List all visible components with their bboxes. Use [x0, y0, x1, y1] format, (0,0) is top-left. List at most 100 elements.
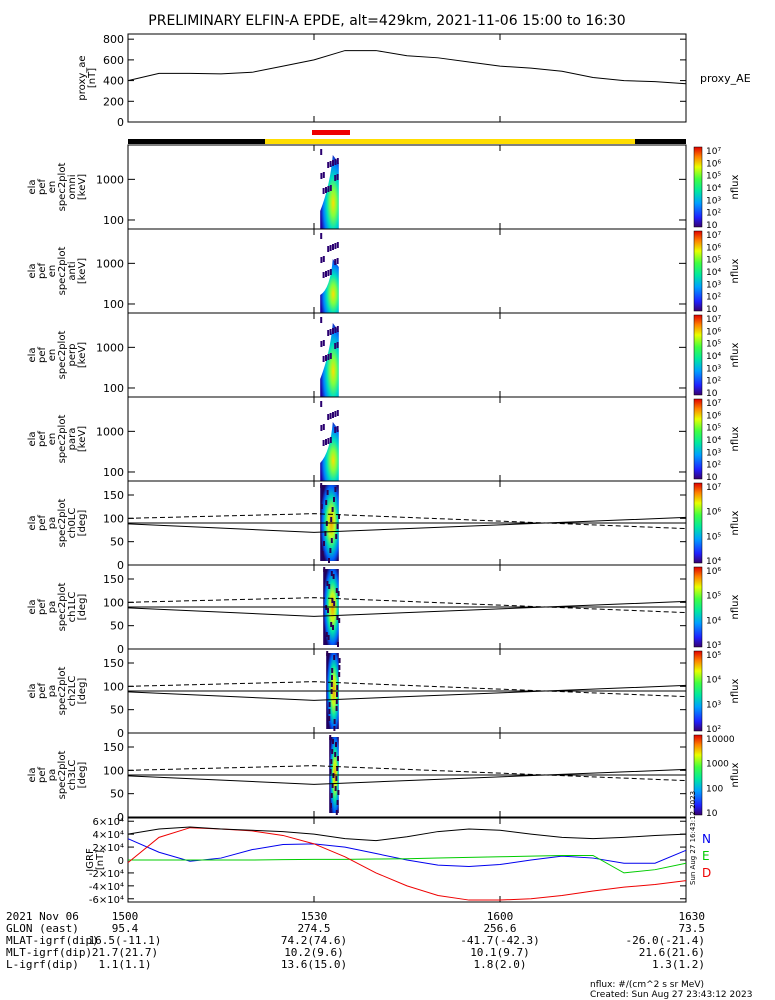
spectrogram-speckle [334, 427, 337, 433]
y-axis-label-line: [deg] [77, 678, 88, 705]
igrf-legend-E: E [702, 849, 710, 863]
pa-speckle [330, 571, 333, 576]
spectrogram-speckle [329, 185, 332, 191]
pa-speckle [333, 726, 336, 731]
colorbar-tick-label: 10⁵ [706, 532, 721, 542]
igrf-legend-D: D [702, 866, 711, 880]
spectrogram-speckle [334, 175, 337, 181]
y-axis-label-line: [nT] [95, 850, 106, 870]
energy-panel-1: 100 1000 ela pef en spec2plot anti [keV] 10 10² 10… [27, 228, 741, 315]
pa-speckle [331, 668, 334, 673]
loss-cone-line [127, 768, 687, 785]
pa-speckle [327, 635, 330, 640]
y-axis-label-line: para [67, 428, 78, 451]
colorbar-tick-label: 10² [706, 725, 721, 735]
y-axis-label-line: ela [27, 599, 38, 614]
colorbar-label: nflux [730, 258, 741, 283]
colorbar-tick-label: 10⁵ [706, 424, 721, 434]
pa-speckle [338, 672, 341, 677]
colorbar-tick-label: 10⁵ [706, 651, 721, 661]
y-tick-label: 0 [117, 116, 124, 129]
y-axis-label: ela pef pa spec2plot ch1LC [deg] [27, 583, 88, 632]
loss-cone-line [127, 765, 687, 782]
spectrogram-speckle [329, 437, 332, 443]
colorbar-tick-label: 10³ [706, 700, 721, 710]
y-tick-label: 800 [103, 33, 124, 46]
y-tick-label: -6×10⁴ [89, 895, 124, 906]
pa-speckle [324, 531, 327, 536]
igrf-panel: -6×10⁴ -4×10⁴ -2×10⁴ 0 2×10⁴ 4×10⁴ 6×10⁴ NED IGR… [85, 817, 711, 906]
pa-speckle [327, 608, 329, 613]
y-axis-label-line: ela [27, 347, 38, 362]
x-axis-value: 1500 [112, 910, 139, 923]
ae-legend: proxy_AE [700, 72, 751, 85]
y-axis-label-line: [nT] [87, 68, 98, 88]
y-axis-label-line: pef [37, 515, 48, 532]
pa-speckle [326, 581, 329, 586]
y-axis-label-line: pef [37, 599, 48, 616]
y-axis-label-line: perp [67, 344, 78, 367]
y-tick-label: 200 [103, 95, 124, 108]
spectrogram-speckle [336, 242, 339, 248]
spectrogram-speckle [327, 162, 330, 168]
pa-speckle [331, 507, 334, 512]
page-title: PRELIMINARY ELFIN-A EPDE, alt=429km, 202… [148, 13, 625, 29]
y-tick-label: 6×10⁴ [93, 817, 124, 828]
y-axis-label-line: ch3LC [67, 760, 78, 791]
spectrogram-speckle [322, 256, 325, 262]
colorbar-label: nflux [730, 426, 741, 451]
y-axis-label-line: pef [37, 347, 48, 364]
pa-speckle [335, 706, 338, 711]
colorbar-label: nflux [730, 678, 741, 703]
colorbar-tick-label: 10² [706, 461, 721, 471]
pa-panel-1: 0 50 100 150 ela pef pa spec2plot ch1LC [deg] 10³ 1… [27, 564, 741, 656]
spectrogram-speckle [325, 187, 327, 193]
y-tick-label: 100 [103, 466, 124, 479]
y-axis-label-line: ch1LC [67, 592, 78, 623]
pa-panel-0: 0 50 100 150 ela pef pa spec2plot ch0LC [deg] 10⁴ 1… [27, 480, 741, 572]
spectrogram-speckle [334, 243, 337, 249]
status-segment-red [312, 130, 350, 135]
spectrogram-speckle [322, 272, 325, 278]
x-axis-value: 95.4 [112, 922, 139, 935]
y-axis-label-line: spec2plot [57, 499, 68, 548]
y-axis-label: ela pef pa spec2plot ch3LC [deg] [27, 751, 88, 800]
y-axis-label-line: omni [67, 175, 78, 200]
pa-speckle [337, 756, 339, 761]
colorbar-tick-label: 10⁶ [706, 327, 721, 337]
pa-panel-3: 0 50 100 150 ela pef pa spec2plot ch3LC [deg] 10 10… [27, 732, 741, 824]
y-tick-label: 600 [103, 54, 124, 67]
y-tick-label: 50 [110, 704, 124, 717]
spectrogram-speckle [329, 269, 332, 275]
spectrogram-speckle [320, 173, 323, 179]
y-axis-label-line: anti [67, 261, 78, 280]
y-axis-label-line: ela [27, 263, 38, 278]
spectrogram-speckle [320, 401, 323, 407]
colorbar-tick-label: 10⁷ [706, 315, 721, 325]
spectrogram-burst [320, 323, 339, 397]
y-axis-label-line: [deg] [77, 510, 88, 537]
x-axis-value: 10.1(9.7) [470, 946, 530, 959]
energy-frame [127, 396, 687, 482]
colorbar-tick-label: 1000 [706, 760, 729, 770]
pa-speckle [335, 534, 338, 539]
status-segment-black [128, 139, 265, 144]
colorbar-label: nflux [730, 342, 741, 367]
spectrogram-speckle [336, 426, 339, 432]
pa-speckle [325, 500, 328, 505]
colorbar [693, 482, 703, 564]
spectrogram-speckle [320, 149, 323, 155]
colorbar-label: nflux [730, 510, 741, 535]
loss-cone-line [127, 516, 687, 533]
spectrogram-speckle [322, 188, 325, 194]
pa-speckle [338, 665, 341, 670]
pa-speckle [334, 487, 337, 492]
pa-speckle [330, 759, 333, 764]
y-tick-label: 0 [117, 643, 124, 656]
spectrogram-speckle [320, 233, 323, 239]
y-axis-label-line: ela [27, 179, 38, 194]
x-axis-value: 10.2(9.6) [284, 946, 344, 959]
x-axis-row-label: MLT-igrf(dip) [6, 946, 92, 959]
spectrogram-speckle [322, 172, 325, 178]
energy-panel-3: 100 1000 ela pef en spec2plot para [keV] 10 10² 10… [27, 396, 741, 483]
